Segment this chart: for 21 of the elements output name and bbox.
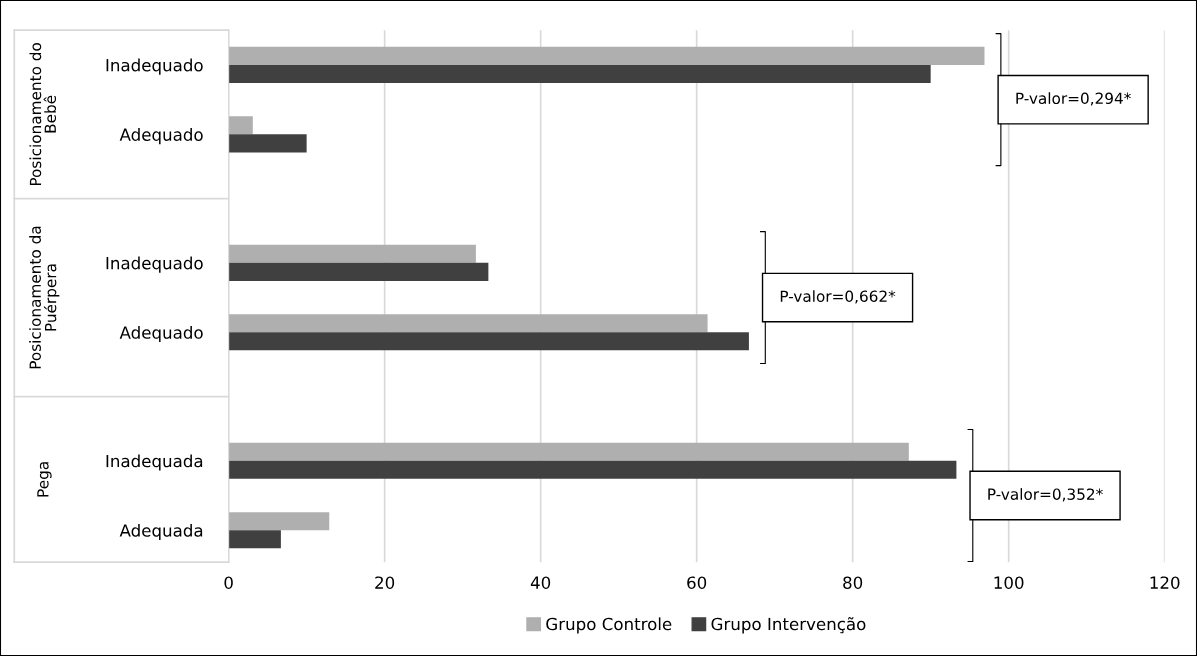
text: Posicionamento do Bebê — [29, 43, 57, 186]
legend-label: Grupo Controle — [546, 617, 672, 634]
x-tick-label: 60 — [687, 576, 707, 589]
y-tick-label: Adequada — [119, 523, 203, 541]
annotation: P-valor=0,352* — [988, 488, 1103, 502]
text: Pega — [37, 462, 52, 497]
y-tick-label: Inadequado — [106, 256, 203, 273]
y-tick-label: Inadequada — [106, 454, 203, 471]
x-tick-label: 0 — [224, 576, 233, 589]
x-tick-label: 120 — [1150, 576, 1180, 589]
x-tick-label: 100 — [994, 576, 1024, 589]
y-tick-label: Adequado — [119, 128, 203, 145]
annotation: P-valor=0,662* — [780, 290, 896, 304]
x-tick-label: 20 — [375, 576, 395, 589]
y-tick-label: Inadequado — [106, 58, 203, 75]
annotation: P-valor=0,294* — [1016, 92, 1131, 106]
y-tick-label: Adequado — [119, 325, 203, 343]
x-tick-label: 40 — [530, 576, 551, 589]
text: Posicionamento da Puérpera — [29, 226, 60, 369]
legend-label: Grupo Intervenção — [711, 617, 866, 634]
x-tick-label: 80 — [843, 576, 863, 589]
